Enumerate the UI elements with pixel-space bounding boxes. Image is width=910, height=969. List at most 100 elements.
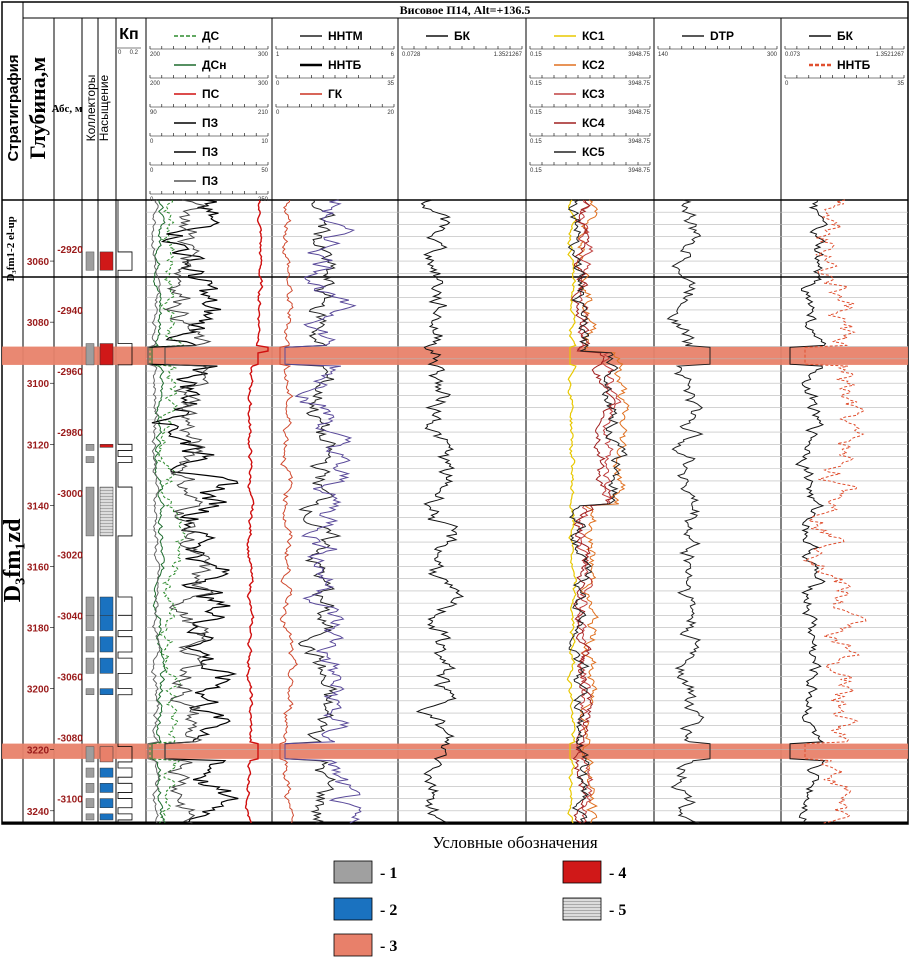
saturation-column bbox=[99, 251, 114, 821]
curve-dc bbox=[149, 199, 187, 824]
collector-interval bbox=[85, 596, 95, 616]
scale-min: 1 bbox=[276, 52, 280, 58]
depth-label: 3200 bbox=[27, 685, 50, 696]
saturation-interval bbox=[99, 615, 114, 631]
scale-min: 200 bbox=[150, 81, 161, 87]
depth-label: 3080 bbox=[27, 318, 50, 329]
depth-label: 3120 bbox=[27, 440, 50, 451]
depth-label: 3100 bbox=[27, 379, 50, 390]
curve-label: ПЗ bbox=[202, 174, 218, 188]
collector-interval bbox=[85, 688, 95, 695]
highlight-intervals bbox=[2, 346, 908, 759]
abs-label: -3000 bbox=[57, 489, 83, 500]
stratigraphy-column: D₃fm1-2 el-up D₃fm₁zd bbox=[0, 216, 26, 602]
scale-max: 3948.75 bbox=[628, 110, 650, 116]
strat-unit-label: D₃fm1-2 el-up bbox=[5, 216, 17, 281]
scale-min: 0.15 bbox=[530, 168, 542, 174]
scale-max: 1.3521267 bbox=[876, 52, 905, 58]
curve-ks5 bbox=[567, 199, 628, 824]
curve-label: БК bbox=[454, 29, 471, 43]
curve-label: ПС bbox=[202, 87, 220, 101]
curve-nntm bbox=[284, 199, 342, 824]
curve-bk bbox=[415, 199, 465, 824]
curve-ks2 bbox=[574, 199, 630, 824]
legend-swatch bbox=[333, 897, 373, 921]
saturation-interval bbox=[99, 596, 114, 616]
curve-pz1 bbox=[147, 199, 239, 824]
curve-ps bbox=[244, 199, 269, 824]
scale-min: 0 bbox=[785, 81, 789, 87]
curve-nntb2 bbox=[802, 199, 867, 824]
kp-scale-max: 0.2 bbox=[130, 50, 139, 56]
collector-interval bbox=[85, 444, 95, 451]
abs-label: -3020 bbox=[57, 550, 83, 561]
curve-label: БК bbox=[837, 29, 854, 43]
abs-label: -3040 bbox=[57, 611, 83, 622]
kp-column bbox=[117, 200, 133, 823]
saturation-interval bbox=[99, 746, 114, 763]
abs-axis: -2920 -2940 -2960 -2980 -3000 -3020 -3040 -3060… bbox=[57, 245, 83, 806]
chart-frame bbox=[1, 1, 909, 825]
highlight-interval bbox=[2, 346, 908, 365]
scale-max: 300 bbox=[258, 81, 269, 87]
curve-label: КС5 bbox=[582, 145, 605, 159]
depth-gridlines bbox=[146, 211, 908, 812]
collector-interval bbox=[85, 615, 95, 631]
legend-label: - 4 bbox=[609, 865, 626, 882]
legend-swatch bbox=[333, 933, 373, 957]
scale-min: 0 bbox=[150, 197, 154, 203]
strat-unit-label: D₃fm₁zd bbox=[0, 518, 26, 602]
stratigraphy-header: Стратиграфия bbox=[5, 54, 22, 161]
saturation-interval bbox=[99, 343, 114, 366]
legend: - 1 - 2 - 3 - 4 - 5 bbox=[333, 860, 626, 957]
saturation-interval bbox=[99, 657, 114, 674]
saturation-interval bbox=[99, 636, 114, 653]
curve-ks3 bbox=[575, 199, 622, 824]
depth-label: 3220 bbox=[27, 746, 50, 757]
collectors-column bbox=[85, 251, 95, 821]
curve-ks1 bbox=[566, 199, 577, 824]
curve-label: ДСн bbox=[202, 58, 226, 72]
abs-label: -2920 bbox=[57, 245, 83, 256]
abs-label: -2940 bbox=[57, 306, 83, 317]
scale-max: 300 bbox=[767, 52, 778, 58]
collector-interval bbox=[85, 251, 95, 271]
curve-label: DTP bbox=[710, 29, 734, 43]
log-curves bbox=[147, 199, 867, 824]
abs-header: Абс, м bbox=[52, 103, 83, 115]
depth-header: Глубина,м bbox=[25, 57, 50, 159]
collector-interval bbox=[85, 767, 95, 778]
scale-min: 0.073 bbox=[785, 52, 801, 58]
curve-label: ДС bbox=[202, 29, 220, 43]
scale-max: 50 bbox=[261, 168, 268, 174]
scale-min: 140 bbox=[658, 52, 669, 58]
scale-min: 90 bbox=[150, 110, 157, 116]
curve-nntb bbox=[284, 199, 362, 824]
scale-min: 0 bbox=[276, 81, 280, 87]
scale-max: 35 bbox=[387, 81, 394, 87]
collector-interval bbox=[85, 343, 95, 366]
collector-interval bbox=[85, 657, 95, 674]
scale-min: 200 bbox=[150, 52, 161, 58]
depth-label: 3180 bbox=[27, 624, 50, 635]
collector-interval bbox=[85, 486, 95, 537]
kp-header: Кп bbox=[119, 26, 138, 43]
chart-title: Висовое П14, Alt=+136.5 bbox=[400, 3, 531, 17]
depth-label: 3140 bbox=[27, 501, 50, 512]
collector-interval bbox=[85, 746, 95, 763]
saturation-interval bbox=[99, 444, 114, 448]
depth-axis: 3060 3080 3100 3120 3140 3160 3180 3200 3220 3240 bbox=[27, 257, 54, 818]
curve-label: ПЗ bbox=[202, 145, 218, 159]
scale-max: 10 bbox=[261, 139, 268, 145]
scale-max: 35 bbox=[897, 81, 904, 87]
curve-label: ГК bbox=[328, 87, 343, 101]
curve-label: КС4 bbox=[582, 116, 605, 130]
legend-label: - 3 bbox=[380, 938, 397, 955]
abs-label: -3060 bbox=[57, 672, 83, 683]
curve-label: КС2 bbox=[582, 58, 605, 72]
scale-max: 250 bbox=[258, 197, 269, 203]
curve-label: ННТБ bbox=[837, 58, 871, 72]
legend-swatch bbox=[562, 860, 602, 884]
depth-label: 3060 bbox=[27, 257, 50, 268]
